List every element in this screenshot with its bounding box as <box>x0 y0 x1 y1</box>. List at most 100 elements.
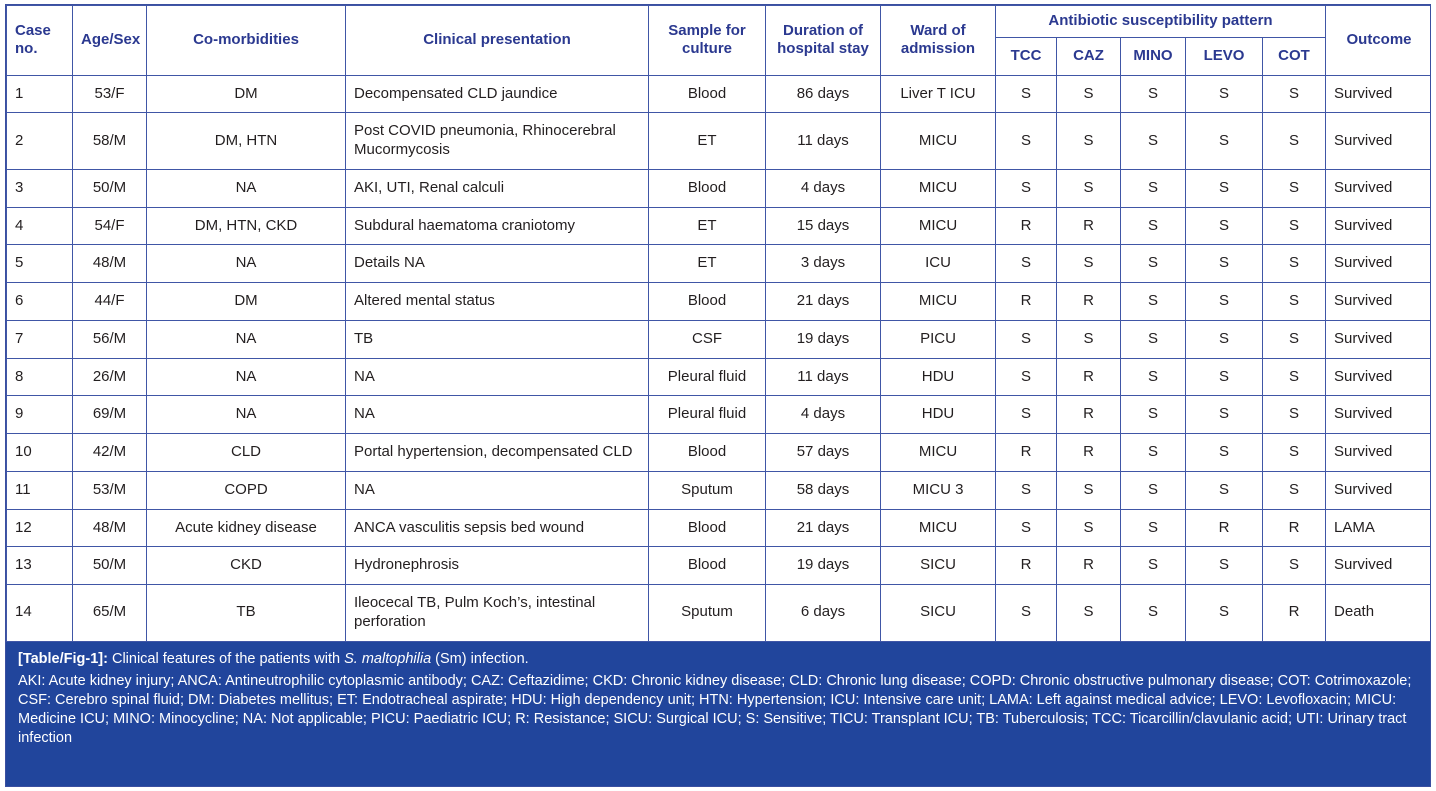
header-age-sex: Age/Sex <box>72 5 147 76</box>
cot-cell: S <box>1261 470 1327 510</box>
levo-cell: R <box>1185 508 1263 548</box>
ward-of-admission-cell: MICU <box>880 206 996 246</box>
tcc-cell: S <box>995 357 1057 397</box>
table-row: 6 44/F DM Altered mental status Blood 21 days… <box>6 282 1430 321</box>
levo-cell: S <box>1185 433 1263 472</box>
clinical-presentation-cell: NA <box>345 470 649 510</box>
cot-cell: S <box>1261 319 1327 359</box>
ward-of-admission-cell: MICU <box>880 433 996 472</box>
clinical-presentation-cell: ANCA vasculitis sepsis bed wound <box>345 508 649 548</box>
duration-of-stay-cell: 21 days <box>765 508 881 548</box>
header-comorbidities: Co-morbidities <box>146 5 346 76</box>
table-row: 11 53/M COPD NA Sputum 58 days MICU 3 S S S S S Surv… <box>6 470 1430 510</box>
comorbidities-cell: NA <box>146 395 346 434</box>
sample-for-culture-cell: Blood <box>648 508 766 548</box>
cot-cell: S <box>1261 395 1327 434</box>
header-antibiotic-group: Antibiotic susceptibility pattern <box>994 5 1327 38</box>
outcome-cell: LAMA <box>1325 508 1430 548</box>
table-row: 5 48/M NA Details NA ET 3 days ICU S S S S S Survive… <box>6 244 1430 283</box>
comorbidities-cell: NA <box>146 168 346 208</box>
case-no-cell: 5 <box>6 244 73 283</box>
header-levo: LEVO <box>1185 36 1263 76</box>
duration-of-stay-cell: 19 days <box>765 319 881 359</box>
duration-of-stay-cell: 58 days <box>765 470 881 510</box>
header-mino: MINO <box>1120 36 1186 76</box>
comorbidities-cell: DM <box>146 74 346 114</box>
age-sex-cell: 50/M <box>72 168 147 208</box>
levo-cell: S <box>1185 244 1263 283</box>
cot-cell: R <box>1261 508 1327 548</box>
case-no-cell: 7 <box>6 319 73 359</box>
levo-cell: S <box>1185 395 1263 434</box>
ward-of-admission-cell: MICU <box>880 168 996 208</box>
mino-cell: S <box>1120 112 1186 170</box>
cot-cell: S <box>1261 112 1327 170</box>
mino-cell: S <box>1120 470 1186 510</box>
age-sex-cell: 26/M <box>72 357 147 397</box>
outcome-cell: Survived <box>1325 433 1430 472</box>
cot-cell: S <box>1261 244 1327 283</box>
tcc-cell: S <box>995 508 1057 548</box>
caz-cell: R <box>1056 206 1121 246</box>
header-row-top: Case no. Age/Sex Co-morbidities Clinical… <box>6 5 1430 76</box>
duration-of-stay-cell: 3 days <box>765 244 881 283</box>
tcc-cell: S <box>995 74 1057 114</box>
tcc-cell: R <box>995 282 1057 321</box>
mino-cell: S <box>1120 282 1186 321</box>
caz-cell: R <box>1056 395 1121 434</box>
comorbidities-cell: NA <box>146 244 346 283</box>
caz-cell: R <box>1056 546 1121 585</box>
table-row: 3 50/M NA AKI, UTI, Renal calculi Blood 4 day… <box>6 168 1430 208</box>
outcome-cell: Survived <box>1325 244 1430 283</box>
sample-for-culture-cell: Blood <box>648 74 766 114</box>
clinical-presentation-cell: NA <box>345 357 649 397</box>
header-row-antibiotics: TCC CAZ MINO LEVO COT <box>7 36 1431 76</box>
table-row: 13 50/M CKD Hydronephrosis Blood 19 days SICU R… <box>6 546 1430 585</box>
table-figure: Case no. Age/Sex Co-morbidities Clinical… <box>5 4 1431 787</box>
caz-cell: S <box>1056 74 1121 114</box>
caz-cell: S <box>1056 244 1121 283</box>
outcome-cell: Survived <box>1325 168 1430 208</box>
tcc-cell: S <box>995 470 1057 510</box>
cot-cell: S <box>1261 74 1327 114</box>
clinical-presentation-cell: Decompensated CLD jaundice <box>345 74 649 114</box>
tcc-cell: R <box>995 206 1057 246</box>
tcc-cell: R <box>995 433 1057 472</box>
levo-cell: S <box>1185 206 1263 246</box>
caz-cell: S <box>1056 470 1121 510</box>
comorbidities-cell: CLD <box>146 433 346 472</box>
table-row: 1 53/F DM Decompensated CLD jaundice Blood 86… <box>6 74 1430 114</box>
table-footer: [Table/Fig-1]: Clinical features of the … <box>6 641 1430 786</box>
case-no-cell: 10 <box>6 433 73 472</box>
comorbidities-cell: CKD <box>146 546 346 585</box>
levo-cell: S <box>1185 357 1263 397</box>
sample-for-culture-cell: Sputum <box>648 584 766 642</box>
mino-cell: S <box>1120 357 1186 397</box>
case-no-cell: 13 <box>6 546 73 585</box>
outcome-cell: Survived <box>1325 470 1430 510</box>
clinical-features-table: Case no. Age/Sex Co-morbidities Clinical… <box>6 5 1431 642</box>
outcome-cell: Survived <box>1325 546 1430 585</box>
mino-cell: S <box>1120 546 1186 585</box>
mino-cell: S <box>1120 508 1186 548</box>
caption-label: [Table/Fig-1]: <box>18 650 108 667</box>
table-row: 10 42/M CLD Portal hypertension, decompensa… <box>6 433 1430 472</box>
outcome-cell: Survived <box>1325 319 1430 359</box>
age-sex-cell: 58/M <box>72 112 147 170</box>
levo-cell: S <box>1185 112 1263 170</box>
comorbidities-cell: TB <box>146 584 346 642</box>
ward-of-admission-cell: MICU <box>880 282 996 321</box>
duration-of-stay-cell: 19 days <box>765 546 881 585</box>
levo-cell: S <box>1185 584 1263 642</box>
ward-of-admission-cell: SICU <box>880 546 996 585</box>
clinical-presentation-cell: Portal hypertension, decompensated CLD <box>345 433 649 472</box>
caz-cell: R <box>1056 433 1121 472</box>
case-no-cell: 11 <box>6 470 73 510</box>
age-sex-cell: 65/M <box>72 584 147 642</box>
duration-of-stay-cell: 6 days <box>765 584 881 642</box>
table-body: 1 53/F DM Decompensated CLD jaundice Blood 86… <box>6 74 1430 642</box>
mino-cell: S <box>1120 584 1186 642</box>
comorbidities-cell: DM, HTN, CKD <box>146 206 346 246</box>
duration-of-stay-cell: 4 days <box>765 395 881 434</box>
outcome-cell: Death <box>1325 584 1430 642</box>
